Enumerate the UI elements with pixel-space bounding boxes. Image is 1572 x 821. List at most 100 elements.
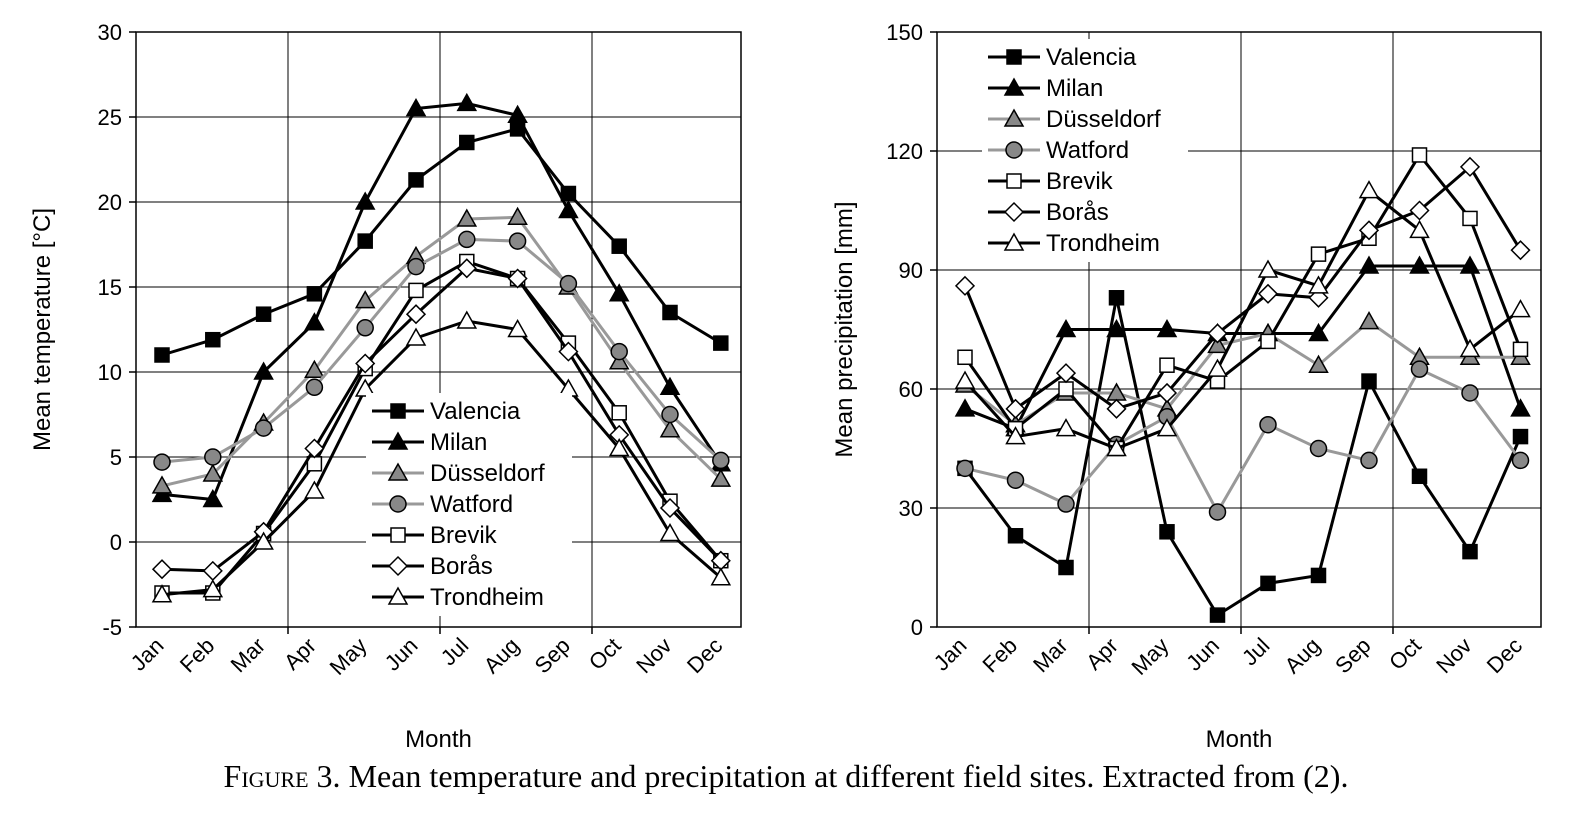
temp-point-watford <box>305 378 324 397</box>
precip-point-boras <box>1358 220 1380 241</box>
temp-x-tick-label: Feb <box>175 633 219 677</box>
precip-point-trondheim <box>1308 275 1329 294</box>
temp-point-valencia <box>408 172 424 188</box>
temp-point-milan <box>354 191 376 210</box>
precip-point-boras <box>1409 200 1430 221</box>
temp-point-trondheim <box>405 327 427 346</box>
temp-point-trondheim <box>507 318 528 338</box>
temp-x-tick-label: Jan <box>126 633 169 676</box>
temp-x-tick-label: Nov <box>631 633 676 678</box>
temp-point-valencia <box>154 347 170 363</box>
temp-legend: Valencia Milan Düsseldorf Watford Brevik Borå… <box>366 393 572 616</box>
temp-point-milan <box>659 376 681 396</box>
precip-point-trondheim <box>954 370 976 389</box>
temp-y-tick-label: 5 <box>110 445 122 470</box>
temp-point-boras <box>456 258 477 279</box>
temp-point-brevik <box>611 405 627 421</box>
precip-x-tick-label: Mar <box>1028 633 1072 677</box>
temp-point-watford <box>356 319 374 337</box>
precip-point-brevik <box>1260 333 1276 350</box>
precip-point-dusseldorf <box>1358 311 1380 330</box>
temp-point-milan <box>304 312 325 331</box>
temp-point-trondheim <box>710 567 732 586</box>
precip-y-tick-label: 120 <box>886 139 923 164</box>
temp-y-tick-label: -5 <box>102 615 122 640</box>
temp-point-boras <box>558 341 579 362</box>
precip-point-milan <box>1156 318 1178 338</box>
precip-point-boras <box>1005 398 1026 419</box>
precip-point-trondheim <box>1358 180 1380 199</box>
precip-point-watford <box>1511 451 1530 470</box>
precip-series-watford <box>956 360 1530 521</box>
temp-x-tick-label: Aug <box>479 633 524 678</box>
precip-x-tick-label: Sep <box>1330 633 1375 678</box>
temp-legend-marker <box>387 586 409 605</box>
precip-legend-label: Borås <box>1046 199 1109 226</box>
temp-series-line-trondheim <box>161 319 722 597</box>
precip-legend-label: Düsseldorf <box>1046 106 1161 133</box>
temp-series-watford <box>153 230 730 471</box>
temp-point-valencia <box>459 134 475 151</box>
precip-point-valencia <box>1260 575 1276 592</box>
precip-point-milan <box>1106 318 1127 338</box>
temp-y-tick-label: 15 <box>98 275 122 300</box>
precip-point-watford <box>1208 503 1227 521</box>
precip-x-tick-label: Apr <box>1081 633 1123 675</box>
precip-x-tick-label: Jun <box>1181 633 1224 676</box>
temp-point-watford <box>712 451 730 470</box>
precip-point-trondheim <box>1055 418 1077 437</box>
precip-point-watford <box>1360 451 1378 470</box>
precip-point-valencia <box>1108 290 1125 306</box>
precip-point-brevik <box>1512 341 1529 358</box>
precip-point-trondheim <box>1005 426 1026 445</box>
temp-legend-marker <box>387 431 409 450</box>
precipitation-chart: 0 30 60 90 120 150 Jan Feb Mar Apr May Jun Jul Aug Sep… <box>831 20 1542 753</box>
precip-point-trondheim <box>1156 418 1178 437</box>
precip-point-valencia <box>1159 524 1175 540</box>
temp-series-line-valencia <box>161 127 722 357</box>
temp-point-watford <box>204 448 222 466</box>
precip-series-line-brevik <box>963 152 1522 452</box>
precip-x-tick-label: Oct <box>1384 633 1426 675</box>
temp-point-watford <box>254 419 273 437</box>
temp-point-milan <box>456 92 478 112</box>
temp-point-milan <box>405 97 427 117</box>
temp-x-tick-label: Dec <box>682 633 727 678</box>
temp-point-dusseldorf <box>456 208 478 227</box>
precip-point-brevik <box>1159 357 1175 373</box>
temp-x-tick-label: Apr <box>279 633 321 675</box>
precip-point-brevik <box>1462 210 1478 227</box>
temp-legend-label: Watford <box>430 491 513 518</box>
precip-point-trondheim <box>1409 219 1430 239</box>
temp-point-trondheim <box>659 522 681 542</box>
temp-series-trondheim <box>151 310 732 603</box>
precip-legend-marker <box>1003 201 1025 223</box>
temp-series-line-milan <box>161 101 723 502</box>
temp-point-watford <box>610 342 628 361</box>
temp-legend-marker <box>389 495 407 513</box>
temp-point-trondheim <box>608 437 630 457</box>
precip-point-boras <box>1257 283 1279 304</box>
precip-series-boras <box>954 156 1531 419</box>
temp-point-trondheim <box>202 579 224 598</box>
precip-series-line-milan <box>964 264 1522 431</box>
precip-x-tick-label: May <box>1126 633 1173 680</box>
precip-legend-marker <box>1003 232 1025 251</box>
precip-point-trondheim <box>1510 299 1531 318</box>
precip-y-tick-label: 150 <box>886 20 923 45</box>
temp-point-valencia <box>306 286 323 302</box>
precip-point-valencia <box>1462 543 1478 560</box>
precip-legend-marker <box>1006 49 1022 65</box>
temp-point-dusseldorf <box>304 359 325 379</box>
temp-point-valencia <box>255 306 272 322</box>
precip-point-valencia <box>1007 528 1024 544</box>
precip-point-boras <box>1156 382 1178 404</box>
temp-series-valencia <box>154 121 729 363</box>
precip-point-brevik <box>1058 381 1074 397</box>
precip-point-boras <box>1510 240 1531 261</box>
precip-series-line-watford <box>964 367 1522 516</box>
precip-point-milan <box>1308 322 1329 342</box>
precip-point-watford <box>1410 360 1429 378</box>
temp-y-tick-label: 10 <box>98 360 122 385</box>
